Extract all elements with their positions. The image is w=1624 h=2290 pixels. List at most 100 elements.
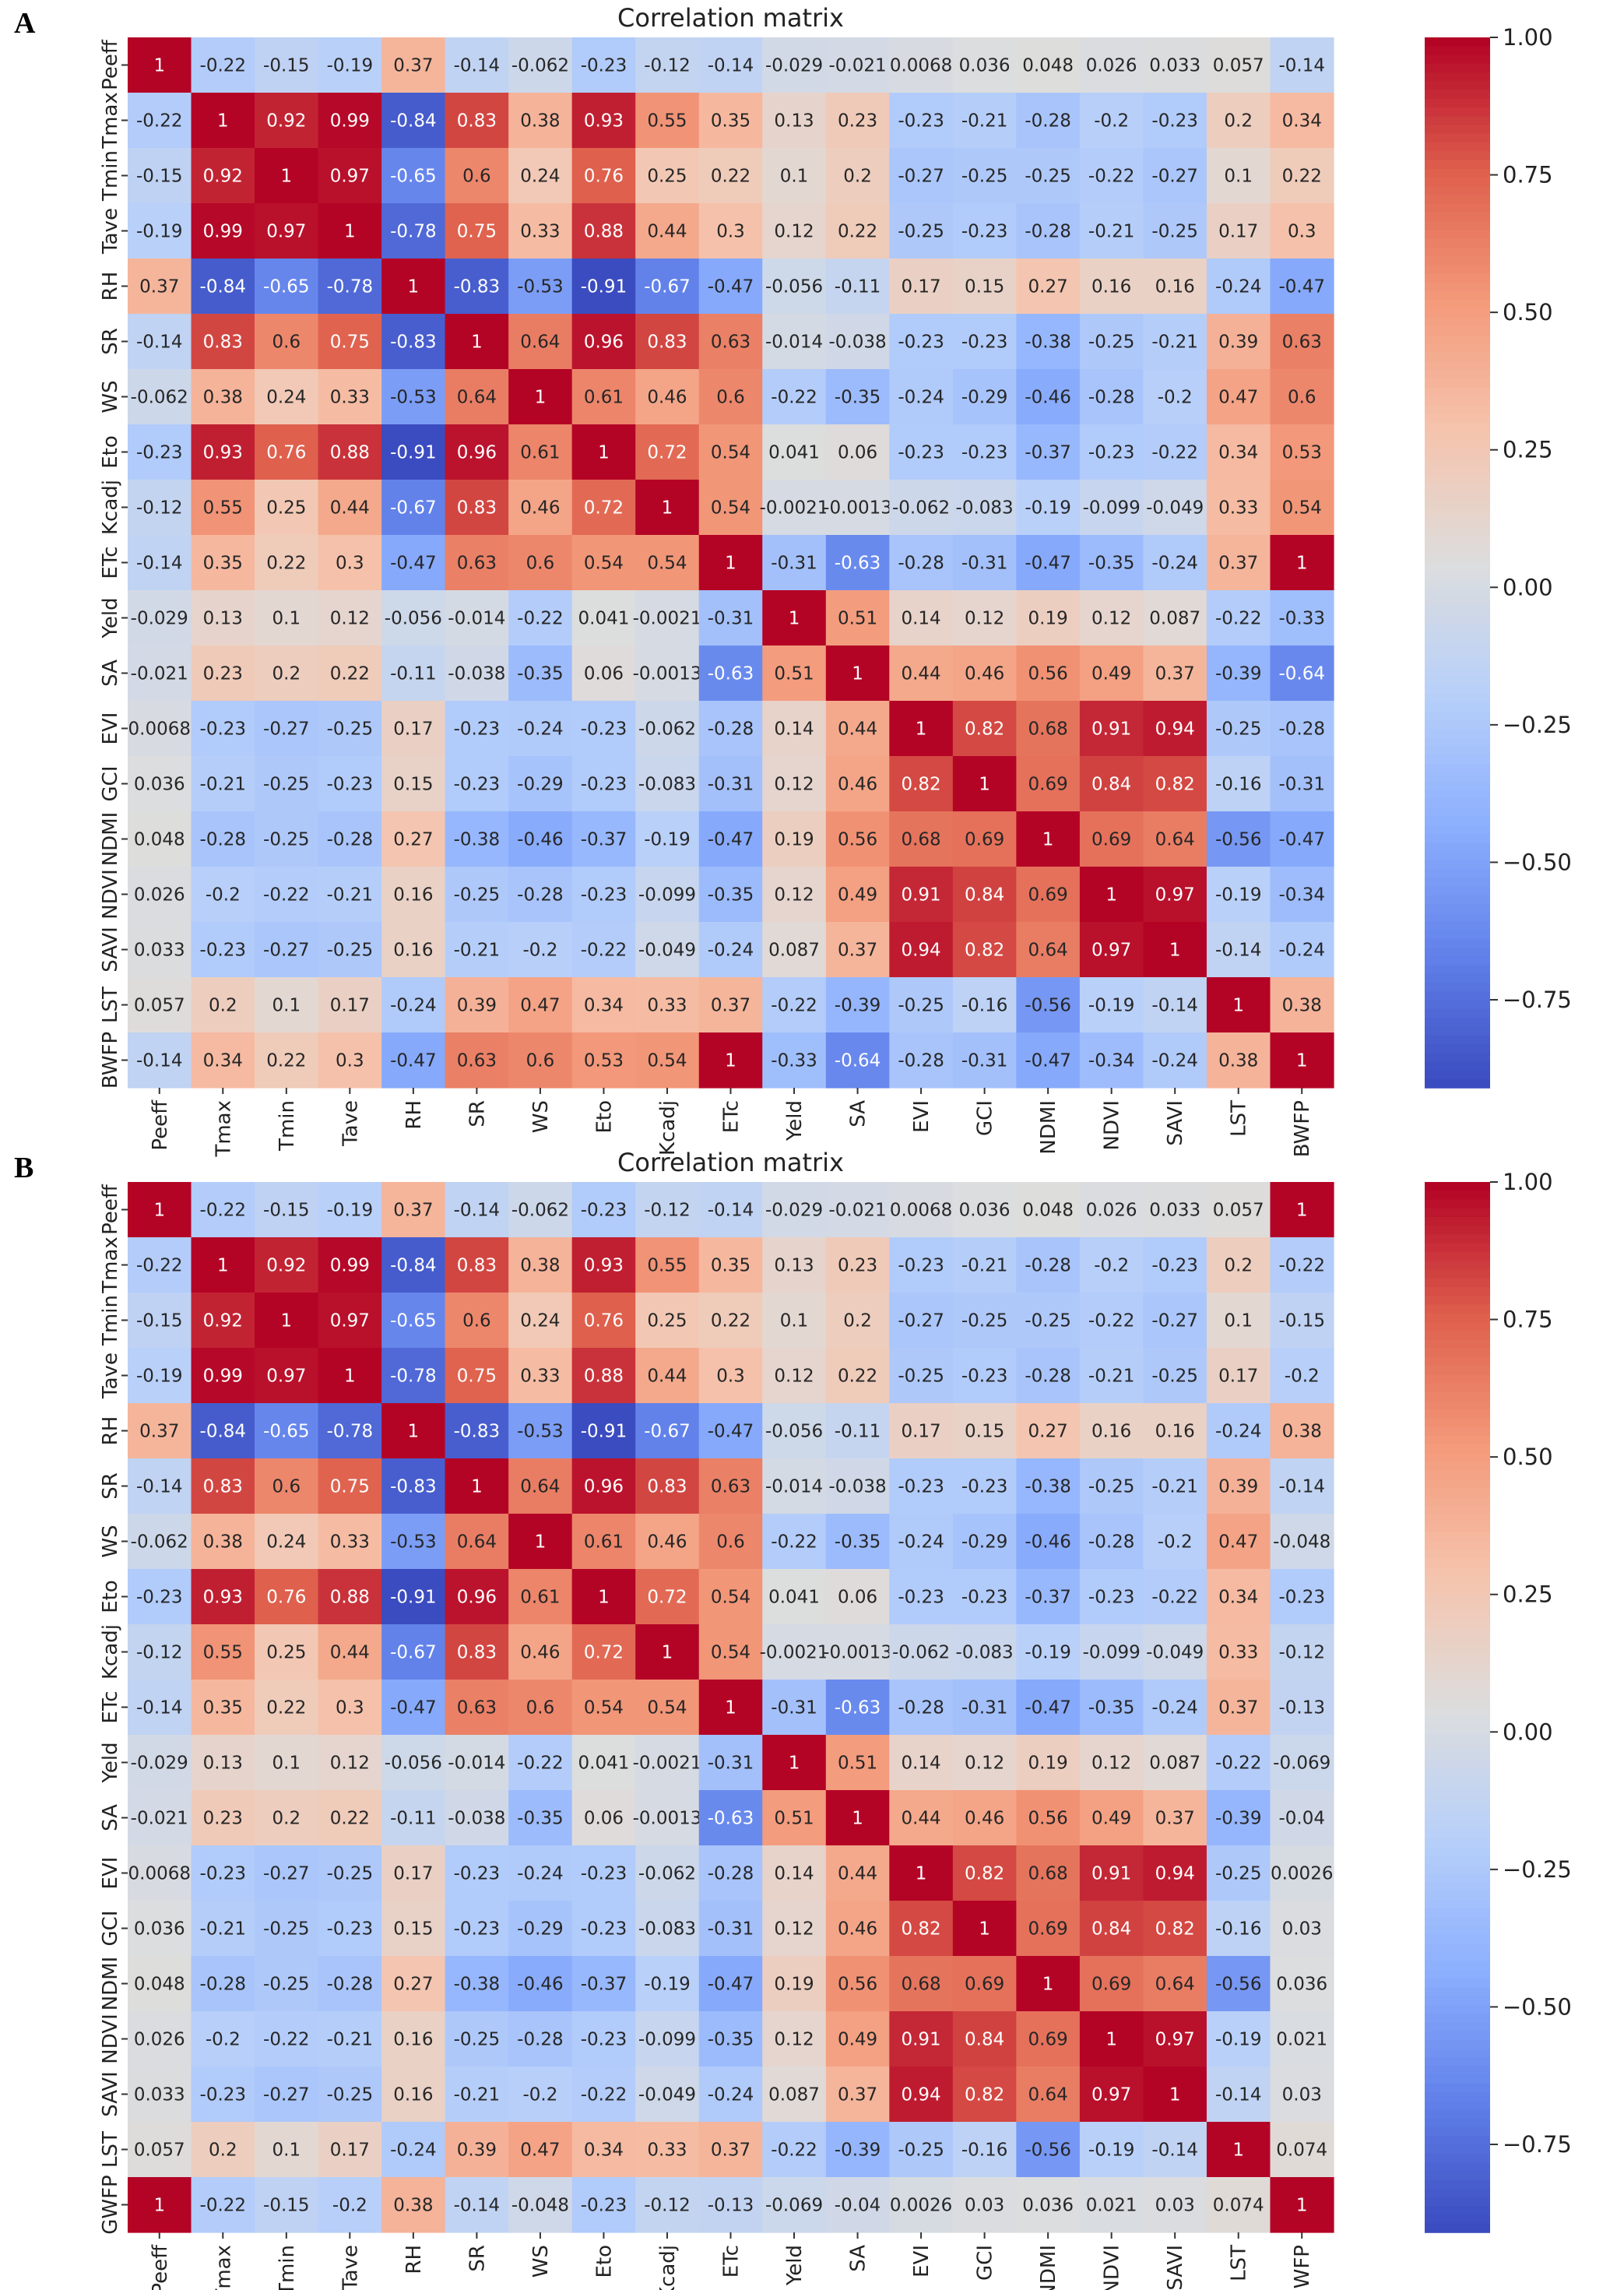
heatmap-cell [1079, 922, 1144, 978]
heatmap-cell [1206, 645, 1271, 702]
cell-value-label: -0.22 [1088, 1311, 1135, 1331]
colorbar-segment [1425, 1497, 1490, 1507]
cell-value-label: 0.16 [393, 941, 433, 961]
y-tick-label: SA [99, 1804, 122, 1831]
cell-value-label: -0.23 [1088, 1588, 1135, 1608]
heatmap-cell [825, 93, 890, 149]
heatmap-cell [635, 314, 700, 370]
y-tick-label: NDMI [99, 812, 122, 867]
heatmap-cell [825, 2067, 890, 2123]
cell-value-label: -0.28 [200, 1975, 247, 1995]
cell-value-label: -0.23 [581, 1201, 627, 1221]
cell-value-label: -0.91 [581, 277, 627, 297]
colorbar-segment [1425, 983, 1490, 993]
heatmap-cell [762, 867, 827, 923]
heatmap-cell [698, 480, 763, 536]
cell-value-label: -0.23 [961, 1477, 1008, 1497]
cell-value-label: 0.69 [965, 830, 1004, 850]
colorbar-segment [1425, 1026, 1490, 1036]
heatmap-cell [635, 1293, 700, 1349]
heatmap-cell [762, 480, 827, 536]
heatmap-cell [571, 535, 636, 591]
heatmap-cell [889, 645, 954, 702]
heatmap-cell [1079, 314, 1144, 370]
heatmap-cell [762, 2122, 827, 2178]
cell-value-label: -0.23 [581, 2030, 627, 2050]
heatmap-cell [571, 1845, 636, 1901]
cell-value-label: 0.12 [774, 1919, 814, 1940]
cell-value-label: 0.54 [711, 1588, 750, 1608]
cell-value-label: -0.22 [581, 2085, 627, 2105]
cell-value-label: -0.24 [517, 719, 564, 740]
cell-value-label: -0.31 [708, 1754, 754, 1774]
cell-value-label: -0.2 [522, 2085, 557, 2105]
cell-value-label: -0.35 [708, 885, 754, 906]
heatmap-cell [255, 590, 319, 646]
heatmap-cell [952, 756, 1017, 812]
heatmap-cell [128, 645, 192, 702]
colorbar-tick-label: 0.50 [1503, 1444, 1553, 1470]
heatmap-cell [255, 2067, 319, 2123]
cell-value-label: 0.83 [457, 1256, 497, 1276]
heatmap-cell [1270, 2177, 1334, 2233]
cell-value-label: -0.2 [1158, 388, 1193, 408]
cell-value-label: 0.83 [203, 332, 243, 353]
cell-value-label: 0.34 [584, 996, 624, 1016]
heatmap-cell [889, 2011, 954, 2067]
colorbar-segment [1425, 1987, 1490, 1997]
heatmap-cell [318, 1348, 382, 1404]
heatmap-cell [128, 1514, 192, 1570]
colorbar-segment [1425, 1018, 1490, 1028]
colorbar-segment [1425, 519, 1490, 529]
cell-value-label: 0.92 [266, 111, 306, 132]
y-tick-label: Tmin [99, 1295, 122, 1346]
heatmap-cell [191, 369, 255, 425]
colorbar-segment [1425, 1008, 1490, 1018]
cell-value-label: -0.67 [644, 1422, 691, 1442]
cell-value-label: 0.91 [1091, 1864, 1131, 1884]
cell-value-label: 0.44 [838, 1864, 877, 1884]
colorbar-segment [1425, 1261, 1490, 1271]
heatmap-cell [255, 1403, 319, 1459]
heatmap-cell [1079, 1569, 1144, 1625]
heatmap-cell [698, 756, 763, 812]
heatmap-cell [255, 369, 319, 425]
colorbar-segment [1425, 833, 1490, 844]
colorbar-segment [1425, 1847, 1490, 1857]
cell-value-label: 0.13 [774, 1256, 814, 1276]
heatmap-cell [952, 1403, 1017, 1459]
colorbar-segment [1425, 1899, 1490, 1909]
heatmap-cell [1143, 1514, 1207, 1570]
heatmap-cell [1206, 2011, 1271, 2067]
cell-value-label: -0.35 [1088, 1698, 1135, 1718]
heatmap-cell [1143, 203, 1207, 259]
heatmap-cell [698, 977, 763, 1033]
heatmap-cell [571, 1237, 636, 1293]
heatmap-cell [952, 314, 1017, 370]
cell-value-label: -0.23 [581, 1919, 627, 1940]
cell-value-label: 0.99 [330, 111, 370, 132]
colorbar-segment [1425, 230, 1490, 240]
heatmap-cell [381, 203, 446, 259]
cell-value-label: -0.0013 [823, 1643, 892, 1663]
cell-value-label: -0.22 [263, 2030, 310, 2050]
colorbar-segment [1425, 2074, 1490, 2084]
heatmap-cell [1016, 867, 1081, 923]
heatmap-cell [635, 867, 700, 923]
cell-value-label: -0.12 [644, 56, 691, 76]
x-tick-label: SA [847, 2245, 870, 2272]
cell-value-label: 0.61 [520, 1588, 560, 1608]
cell-value-label: 0.22 [266, 1698, 306, 1718]
heatmap-cell [635, 1458, 700, 1514]
heatmap-cell [1270, 259, 1334, 315]
cell-value-label: 0.1 [1224, 1311, 1253, 1331]
colorbar-segment [1425, 1251, 1490, 1261]
cell-value-label: 1 [1232, 2140, 1244, 2161]
cell-value-label: 1 [280, 167, 292, 187]
cell-value-label: 0.19 [1028, 609, 1068, 629]
colorbar-segment [1425, 606, 1490, 616]
cell-value-label: -0.63 [835, 554, 881, 574]
cell-value-label: -0.84 [390, 111, 437, 132]
colorbar-tick-label: 0.75 [1503, 1307, 1553, 1333]
heatmap-cell [445, 1403, 509, 1459]
